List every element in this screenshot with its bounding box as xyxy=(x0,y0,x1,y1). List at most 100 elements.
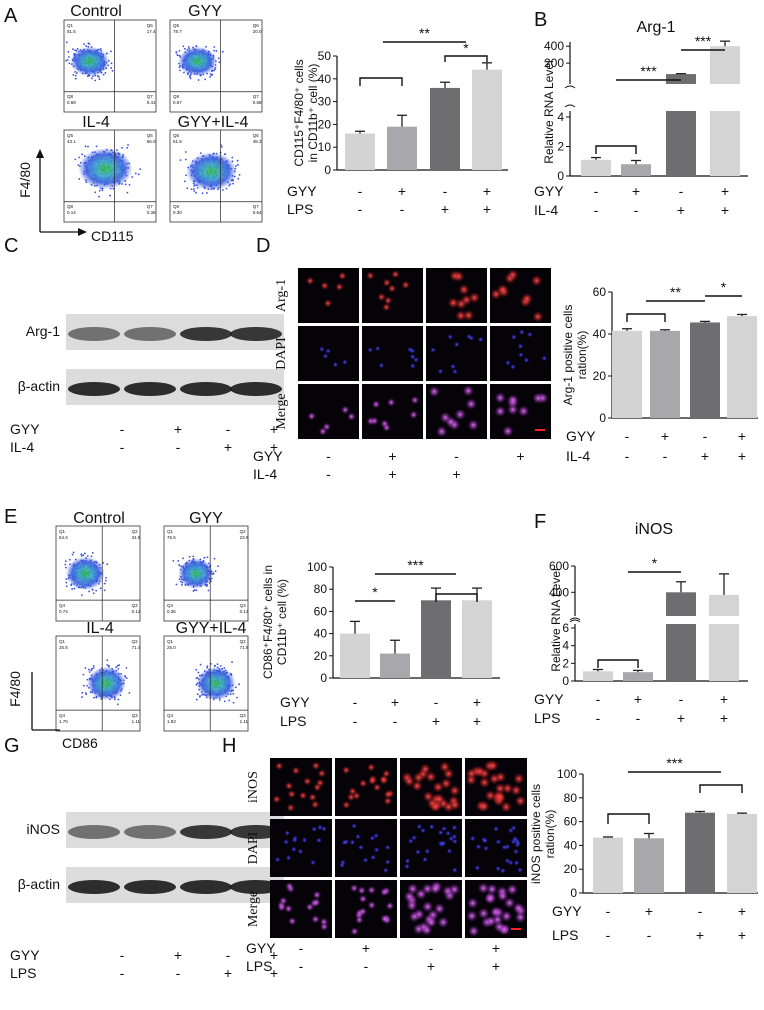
fluor-cell-d xyxy=(454,408,466,421)
treatment-sign-e: - xyxy=(353,713,358,729)
treatment-label-c: IL-4 xyxy=(10,439,34,455)
flow-event-dot xyxy=(98,76,100,78)
significance-stars-b-1: *** xyxy=(640,63,657,79)
flow-event-dot xyxy=(125,677,128,680)
fluor-cell-h xyxy=(449,799,461,811)
flow-event-dot xyxy=(206,666,208,669)
treatment-sign-e: + xyxy=(432,713,440,729)
treatment-sign-f: + xyxy=(677,710,685,726)
blot-band-c xyxy=(230,382,282,396)
fluor-cell-h xyxy=(357,886,366,895)
flow-event-dot xyxy=(139,168,142,170)
flow-event-dot xyxy=(195,589,198,592)
flow-event-dot xyxy=(237,163,239,166)
fluor-cell-h xyxy=(437,829,444,836)
y-tick-label-h: 20 xyxy=(564,862,578,876)
flow-q-label: Q3 xyxy=(240,603,247,608)
treatment-sign-d: - xyxy=(454,448,459,464)
fluor-cell-h xyxy=(474,765,486,778)
flow-event-dot xyxy=(128,183,131,186)
fluor-cell-d xyxy=(462,309,475,322)
flow-q-value: 64.4 xyxy=(59,535,68,540)
y-tick-label-a: 40 xyxy=(318,72,332,86)
flow-q-label: Q4 xyxy=(167,713,174,718)
y-axis-label-f: Relative RNA Level xyxy=(549,568,563,671)
fluor-cell-d xyxy=(387,398,396,407)
flow-event-dot xyxy=(236,696,238,699)
y-axis-label-line2-d: ration(%) xyxy=(575,331,589,380)
flow-title-a-il4: IL-4 xyxy=(82,114,110,131)
fluor-cell-h xyxy=(474,864,481,871)
fluor-cell-h xyxy=(510,784,522,796)
flow-event-dot xyxy=(87,145,89,148)
flow-event-dot xyxy=(72,48,74,50)
treatment-sign-d: - xyxy=(326,448,331,464)
blot-band-g xyxy=(180,825,232,839)
flow-q-label: Q1 xyxy=(167,639,174,644)
y-tick-label-d: 60 xyxy=(593,285,607,299)
flow-q-value: 0.74 xyxy=(59,609,68,614)
flow-event-dot xyxy=(187,45,190,48)
flow-event-dot xyxy=(134,172,137,175)
flow-event-dot xyxy=(236,159,239,162)
fluor-cell-h xyxy=(286,803,295,812)
treatment-sign-b: - xyxy=(679,183,684,199)
flow-event-dot xyxy=(115,666,118,669)
fluor-cell-h xyxy=(429,883,441,895)
bar-e xyxy=(421,600,451,678)
fluor-cell-h xyxy=(429,801,441,813)
fluor-cell-d xyxy=(409,362,416,369)
fluor-cell-h xyxy=(489,906,502,918)
flow-event-dot xyxy=(73,587,76,590)
comparison-bracket-a-ctrl xyxy=(359,77,403,86)
flow-event-dot xyxy=(192,555,195,558)
comparison-bracket-a-2 xyxy=(444,55,488,62)
significance-stars-d-1: ** xyxy=(670,284,681,300)
flow-event-dot xyxy=(106,563,109,566)
flow-event-dot xyxy=(91,588,94,591)
flow-event-dot xyxy=(213,69,215,72)
fluor-cell-h xyxy=(283,838,290,845)
flow-q-value: 51.8 xyxy=(173,139,182,144)
fluor-cell-h xyxy=(448,835,455,842)
fluor-cell-d xyxy=(318,346,325,353)
flow-q-value: 1.11 xyxy=(240,719,249,724)
flow-event-dot xyxy=(201,192,204,195)
flow-event-dot xyxy=(238,683,241,686)
flow-event-dot xyxy=(175,51,178,53)
treatment-sign-c: + xyxy=(270,421,278,437)
fluor-cell-h xyxy=(285,854,292,861)
fluor-cell-d xyxy=(490,288,502,300)
fluor-cell-d xyxy=(458,283,470,296)
bar-b xyxy=(666,74,696,84)
fluor-cell-d xyxy=(518,329,525,336)
flow-q-label: Q6 xyxy=(253,133,260,138)
fluor-cell-h xyxy=(403,890,416,903)
blot-band-g xyxy=(180,880,232,894)
bar-b xyxy=(666,111,696,176)
treatment-sign-g: - xyxy=(120,947,125,963)
fluor-cell-h xyxy=(383,790,393,799)
fluor-cell-d xyxy=(341,359,348,366)
flow-event-dot xyxy=(109,194,111,197)
flow-q-value: 1.11 xyxy=(132,719,141,724)
fluor-cell-h xyxy=(486,883,498,895)
flow-event-dot xyxy=(195,698,198,701)
fluor-cell-h xyxy=(310,800,320,809)
treatment-sign-h2: - xyxy=(606,903,611,919)
flow-event-dot xyxy=(81,153,83,156)
treatment-sign-c: - xyxy=(176,439,181,455)
fluor-cell-d xyxy=(320,281,329,290)
fluor-cell-h xyxy=(355,833,362,840)
flow-event-dot xyxy=(103,582,106,585)
fluor-cell-h xyxy=(301,837,308,844)
fluor-cell-d xyxy=(383,296,393,305)
fluor-cell-d xyxy=(347,412,356,421)
flow-event-dot xyxy=(88,590,90,593)
flow-event-dot xyxy=(98,189,101,192)
fluor-cell-h xyxy=(358,907,367,916)
treatment-sign-h: + xyxy=(362,940,370,956)
flow-event-dot xyxy=(92,592,95,595)
